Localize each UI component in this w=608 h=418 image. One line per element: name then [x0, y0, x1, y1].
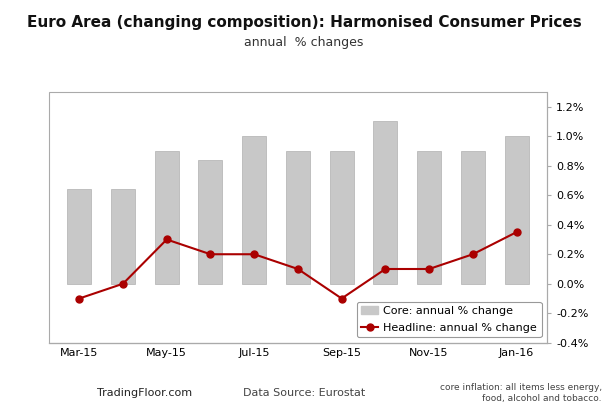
Bar — [417, 151, 441, 284]
Text: Euro Area (changing composition): Harmonised Consumer Prices: Euro Area (changing composition): Harmon… — [27, 15, 581, 30]
Bar — [154, 151, 179, 284]
Bar — [111, 189, 135, 284]
Legend: Core: annual % change, Headline: annual % change: Core: annual % change, Headline: annual … — [357, 302, 542, 337]
Text: core inflation: all items less energy,
food, alcohol and tobacco.: core inflation: all items less energy, f… — [440, 383, 602, 403]
Bar — [286, 151, 310, 284]
Bar — [330, 151, 354, 284]
Text: SAXO: SAXO — [34, 380, 57, 389]
Bar — [242, 136, 266, 284]
Bar — [67, 189, 91, 284]
Bar — [373, 122, 398, 284]
Text: Data Source: Eurostat: Data Source: Eurostat — [243, 388, 365, 398]
Bar — [505, 136, 528, 284]
Text: GROUP: GROUP — [35, 399, 57, 404]
Bar — [198, 160, 223, 284]
Text: annual  % changes: annual % changes — [244, 36, 364, 48]
Bar — [461, 151, 485, 284]
Text: TradingFloor.com: TradingFloor.com — [97, 388, 192, 398]
